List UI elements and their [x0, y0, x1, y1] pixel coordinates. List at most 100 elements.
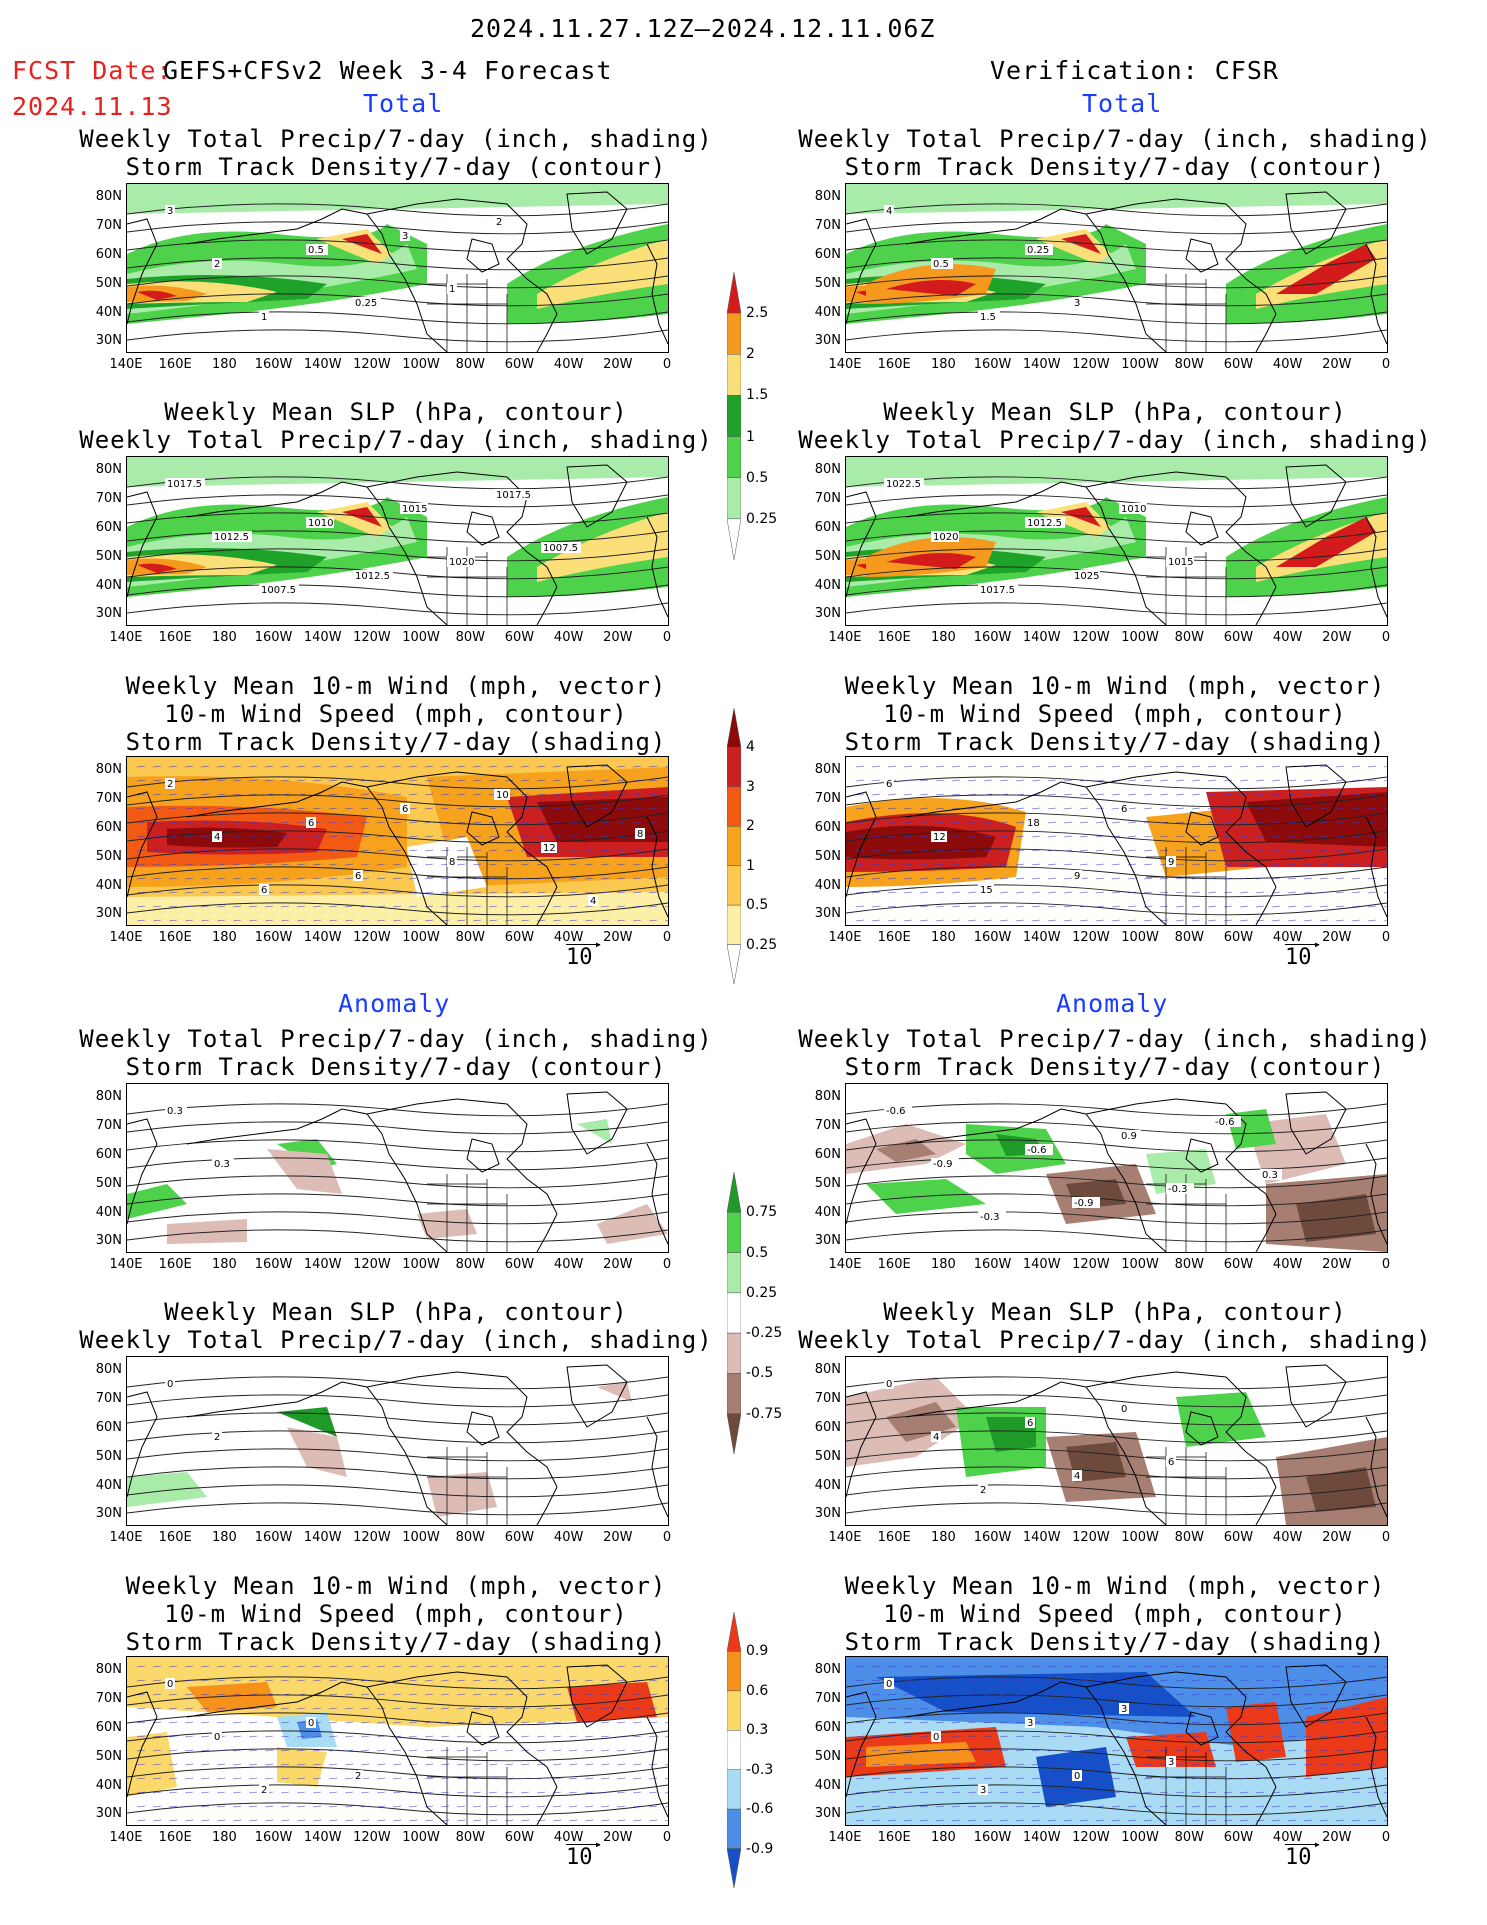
- section-anomaly-left: Anomaly: [338, 989, 451, 1018]
- map-panel-fcst-0: 3 2 1 0.5 0.25 3 1 2: [126, 183, 669, 353]
- contour-label: 8: [449, 857, 455, 868]
- colorbar-label: 2: [746, 818, 755, 835]
- contour-label: -0.9: [933, 1159, 953, 1170]
- vector-reference-value: 10: [1285, 945, 1312, 970]
- panel-title-veri-3: Weekly Total Precip/7-day (inch, shading…: [795, 1025, 1435, 1081]
- contour-label: -0.3: [980, 1212, 1000, 1223]
- lon-label: 120W: [353, 930, 391, 945]
- map-panel-fcst-5: 0 0 2 0 2: [126, 1656, 669, 1826]
- map-panel-veri-5: 0 0 3 3 0 3 3: [845, 1656, 1388, 1826]
- contour-label: 15: [980, 885, 993, 896]
- lat-label: 70N: [95, 218, 122, 233]
- lon-label: 20W: [603, 930, 633, 945]
- contour-label: 8: [637, 829, 643, 840]
- lat-label: 30N: [814, 333, 841, 348]
- lat-label: 70N: [814, 791, 841, 806]
- lat-label: 70N: [95, 791, 122, 806]
- vector-reference: ▸ 10: [566, 1837, 602, 1870]
- lon-label: 160W: [254, 1257, 293, 1272]
- panel-title-line: 10-m Wind Speed (mph, contour): [883, 700, 1347, 728]
- lat-label: 50N: [95, 1176, 122, 1191]
- panel-title-fcst-3: Weekly Total Precip/7-day (inch, shading…: [76, 1025, 716, 1081]
- lon-label: 80W: [455, 1830, 485, 1845]
- contour-label: 0.3: [214, 1159, 230, 1170]
- lon-label: 40W: [553, 630, 584, 645]
- panel-title-line: Storm Track Density/7-day (shading): [844, 728, 1386, 756]
- colorbar-precip_anom: [726, 1171, 742, 1455]
- lat-label: 80N: [814, 1089, 841, 1104]
- lon-label: 140E: [828, 1257, 862, 1272]
- lon-label: 60W: [1223, 1257, 1254, 1272]
- lat-label: 80N: [814, 189, 841, 204]
- contour-label: 0: [167, 1379, 173, 1390]
- contour-label: 3: [1168, 1757, 1174, 1768]
- lon-label: 140E: [828, 630, 862, 645]
- contour-label: 1017.5: [496, 490, 531, 501]
- lat-label: 50N: [814, 276, 841, 291]
- lon-label: 20W: [603, 630, 633, 645]
- panel-title-line: Storm Track Density/7-day (shading): [125, 1628, 667, 1656]
- lat-label: 80N: [95, 762, 122, 777]
- lon-label: 140E: [109, 1530, 143, 1545]
- lon-label: 100W: [1121, 1830, 1159, 1845]
- map-canvas: 1022.5 1020 1017.5 1012.5 1025 1010 1015: [846, 457, 1387, 625]
- lon-label: 160E: [877, 630, 911, 645]
- lon-label: 60W: [504, 1257, 535, 1272]
- lon-label: 160E: [158, 1830, 192, 1845]
- lat-label: 60N: [814, 1147, 841, 1162]
- colorbar-label: -0.3: [746, 1761, 774, 1778]
- contour-label: 0.25: [355, 298, 377, 309]
- lat-label: 30N: [814, 1806, 841, 1821]
- lon-label: 40W: [553, 1830, 584, 1845]
- map-panel-veri-1: 1022.5 1020 1017.5 1012.5 1025 1010 1015: [845, 456, 1388, 626]
- lon-label: 120W: [353, 630, 391, 645]
- lon-label: 140W: [303, 630, 342, 645]
- lon-label: 100W: [402, 630, 440, 645]
- colorbar-label: 4: [746, 739, 755, 756]
- colorbar-label: -0.75: [746, 1405, 783, 1422]
- lat-label: 60N: [95, 820, 122, 835]
- lon-label: 20W: [1322, 630, 1352, 645]
- contour-label: 4: [1074, 1471, 1080, 1482]
- lon-label: 40W: [1272, 1530, 1303, 1545]
- lon-label: 40W: [553, 930, 584, 945]
- colorbar-label: 2: [746, 346, 755, 363]
- lon-label: 180: [211, 630, 237, 645]
- lon-label: 20W: [1322, 357, 1352, 372]
- lon-label: 160E: [158, 357, 192, 372]
- lon-label: 160W: [254, 357, 293, 372]
- panel-title-veri-1: Weekly Mean SLP (hPa, contour) Weekly Tot…: [795, 398, 1435, 454]
- lon-label: 40W: [1272, 1257, 1303, 1272]
- contour-label: 3: [1074, 298, 1080, 309]
- contour-label: 3: [402, 231, 408, 242]
- lon-label: 80W: [1174, 930, 1204, 945]
- lat-label: 80N: [814, 462, 841, 477]
- lat-label: 70N: [814, 491, 841, 506]
- lon-label: 160W: [254, 1530, 293, 1545]
- contour-label: 0: [1074, 1771, 1080, 1782]
- contour-label: 6: [355, 871, 361, 882]
- lon-label: 60W: [1223, 930, 1254, 945]
- lon-label: 100W: [1121, 630, 1159, 645]
- lat-label: 60N: [95, 247, 122, 262]
- colorbar-label: 0.3: [746, 1722, 769, 1739]
- lat-label: 60N: [814, 1720, 841, 1735]
- lon-label: 0: [1381, 357, 1391, 372]
- lon-label: 160W: [973, 1830, 1012, 1845]
- map-canvas: 0 0 3 3 0 3 3: [846, 1657, 1387, 1825]
- colorbar-label: 2.5: [746, 305, 769, 322]
- contour-label: 6: [886, 779, 892, 790]
- panel-title-veri-4: Weekly Mean SLP (hPa, contour) Weekly Tot…: [795, 1298, 1435, 1354]
- contour-label: 1: [261, 312, 267, 323]
- lon-label: 180: [930, 357, 956, 372]
- map-canvas: 4 0.5 1.5 0.25 3: [846, 184, 1387, 352]
- contour-label: 18: [1027, 818, 1040, 829]
- contour-label: 4: [590, 896, 596, 907]
- vector-reference: ▸ 10: [566, 937, 602, 970]
- lat-label: 70N: [95, 1691, 122, 1706]
- lon-label: 80W: [455, 930, 485, 945]
- lon-label: 160E: [877, 1530, 911, 1545]
- lat-label: 30N: [95, 906, 122, 921]
- vector-reference-value: 10: [566, 1845, 593, 1870]
- lat-label: 60N: [814, 520, 841, 535]
